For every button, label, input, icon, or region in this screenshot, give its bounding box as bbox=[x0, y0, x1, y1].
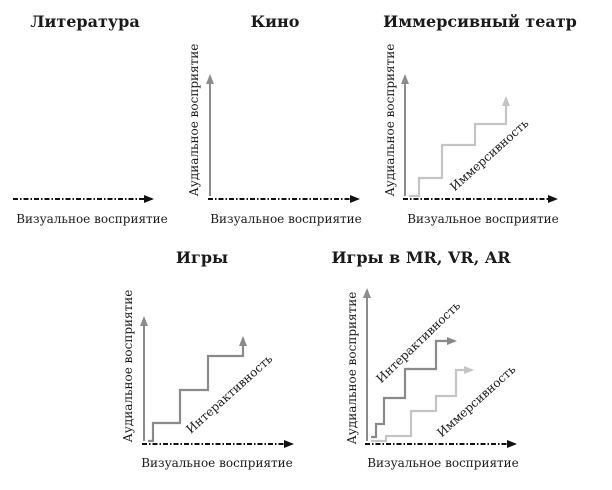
y-axis-label: Аудиальное восприятие bbox=[345, 292, 359, 445]
panel-games-xr: Игры в MR, VR, AR Визуальное восприятие … bbox=[331, 248, 518, 470]
panel-title: Игры в MR, VR, AR bbox=[331, 248, 511, 267]
panel-title: Иммерсивный театр bbox=[383, 12, 577, 31]
interactivity-step-line bbox=[148, 336, 247, 443]
panel-literature: Литература Визуальное восприятие bbox=[13, 12, 168, 226]
panel-title: Игры bbox=[176, 248, 228, 267]
x-axis-label: Визуальное восприятие bbox=[141, 456, 293, 470]
y-axis-label: Аудиальное восприятие bbox=[383, 44, 397, 197]
diagonal-label-immersion: Иммерсивность bbox=[447, 116, 531, 194]
y-axis-label: Аудиальное восприятие bbox=[121, 290, 135, 443]
immersion-step-line bbox=[371, 366, 474, 443]
panel-immersive-theatre: Иммерсивный театр Визуальное восприятие … bbox=[383, 12, 577, 226]
panel-title: Литература bbox=[30, 12, 139, 31]
panel-cinema: Кино Визуальное восприятие Аудиальное во… bbox=[187, 12, 362, 226]
x-axis-label: Визуальное восприятие bbox=[210, 212, 362, 226]
diagonal-label-interactivity: Интерактивность bbox=[183, 351, 275, 436]
interactivity-step-line bbox=[371, 337, 457, 439]
panel-games: Игры Визуальное восприятие Аудиальное во… bbox=[121, 248, 294, 470]
x-axis-label: Визуальное восприятие bbox=[16, 212, 168, 226]
immersion-step-line bbox=[409, 96, 510, 198]
panel-title: Кино bbox=[251, 12, 300, 31]
x-axis-label: Визуальное восприятие bbox=[367, 456, 519, 470]
diagonal-label-immersion: Иммерсивность bbox=[434, 362, 518, 440]
y-axis-label: Аудиальное восприятие bbox=[187, 44, 201, 197]
x-axis-label: Визуальное восприятие bbox=[407, 212, 559, 226]
